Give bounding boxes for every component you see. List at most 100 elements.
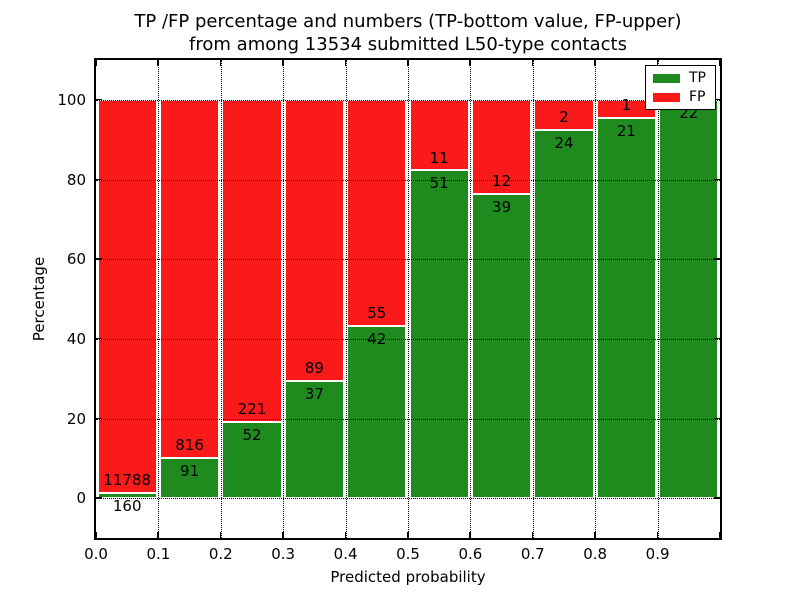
fp-count-label: 2 [559,108,569,127]
bar-segment-fp [222,99,282,423]
h-gridline [96,338,720,340]
plot-inner: 11788 160 816 91 221 52 89 37 55 42 11 51 12 39 2 24 1 21… [96,60,720,538]
bar-segment-tp [97,492,157,499]
x-tick-mark-top [594,60,596,66]
x-tick-mark-top [531,60,534,66]
y-tick-mark [96,178,102,181]
fp-count-label: 11 [429,148,449,167]
tp-count-label: 52 [242,426,262,445]
y-tick-mark [96,417,102,420]
bar-segment-tp [659,99,719,499]
tp-count-label: 37 [304,385,324,404]
chart-title-line1: TP /FP percentage and numbers (TP-bottom… [134,11,682,32]
x-axis-label: Predicted probability [330,568,486,586]
y-tick-mark [96,337,102,340]
x-tick-mark [594,532,596,538]
h-gridline [96,179,720,181]
tp-count-label: 51 [429,174,449,193]
v-gridline [408,60,409,538]
legend: TP FP [645,65,716,110]
fp-count-label: 1 [621,95,632,114]
x-tick-mark-top [96,60,97,66]
y-tick-label: 0 [76,489,86,508]
tp-count-label: 160 [112,496,142,515]
x-tick-label: 0.9 [645,545,670,563]
v-gridline [158,60,160,538]
plot-area: 11788 160 816 91 221 52 89 37 55 42 11 51 12 39 2 24 1 21… [94,58,722,540]
bar-segment-tp [347,325,407,499]
x-tick-mark [531,532,534,538]
x-tick-label: 0.3 [271,545,296,563]
bar-segment-fp [284,99,345,382]
tp-count-label: 39 [492,197,512,216]
h-gridline [96,498,720,500]
fp-count-label: 11788 [103,470,152,489]
bar-segment-tp [471,193,532,499]
y-tick-mark-right [714,497,720,499]
y-tick-mark [96,98,102,101]
x-tick-mark [282,532,284,538]
x-tick-mark-top [469,60,471,66]
bar-segment-tp [284,381,345,499]
x-tick-label: 0.1 [146,545,171,563]
x-tick-mark-top [656,60,659,66]
tp-count-label: 21 [616,121,636,140]
h-gridline [96,259,720,261]
tp-count-label: 91 [180,462,200,481]
chart-title: TP /FP percentage and numbers (TP-bottom… [96,10,720,56]
bar-segment-tp [534,130,594,499]
chart-title-line2: from among 13534 submitted L50-type cont… [189,34,627,55]
x-tick-mark [469,532,471,538]
h-gridline [96,418,720,420]
y-tick-mark-right [714,178,720,181]
tp-count-label: 42 [367,329,387,348]
bar-segment-fp [159,99,220,459]
v-gridline [283,60,285,538]
x-tick-mark [656,532,659,538]
tp-legend-swatch [653,73,680,83]
fp-legend-swatch [653,92,680,102]
x-tick-label: 0.2 [208,545,233,563]
x-tick-label: 0.6 [458,545,483,563]
v-gridline [470,60,472,538]
y-tick-label: 60 [66,250,86,269]
x-tick-mark [219,532,222,538]
bar-segment-tp [596,117,657,499]
bar-segment-tp [222,422,282,499]
x-tick-mark-top [157,60,159,66]
y-tick-label: 80 [66,170,86,189]
v-gridline [220,60,222,538]
v-gridline [595,60,597,538]
y-tick-mark-right [714,258,720,260]
bar-segment-fp [347,99,407,326]
fp-count-label: 12 [492,171,512,190]
x-tick-label: 0.7 [520,545,545,563]
tp-count-label: 24 [554,134,574,153]
x-tick-mark-top [282,60,284,66]
bar-segment-tp [409,170,469,499]
y-axis-label: Percentage [30,256,48,342]
tp-legend-label: TP [689,70,706,86]
y-tick-mark-right [714,337,720,340]
fp-count-label: 89 [304,359,324,378]
y-tick-label: 40 [66,329,86,348]
fp-count-label: 816 [175,436,204,455]
fp-legend-label: FP [689,89,706,105]
y-tick-mark-right [714,417,720,420]
h-gridline [96,99,720,101]
y-tick-mark [96,258,102,260]
legend-entry-tp: TP [653,71,706,85]
x-tick-mark-top [407,60,409,66]
x-tick-mark-top [344,60,347,66]
x-tick-mark [407,532,409,538]
bar-segment-fp [409,99,469,171]
y-tick-mark-right [714,98,720,101]
v-gridline [532,60,534,538]
x-tick-label: 0.0 [84,545,108,563]
x-tick-mark-top [219,60,222,66]
x-tick-mark-top [719,60,720,66]
legend-entry-fp: FP [653,90,706,104]
fp-count-label: 55 [367,303,387,322]
x-tick-mark [157,532,159,538]
